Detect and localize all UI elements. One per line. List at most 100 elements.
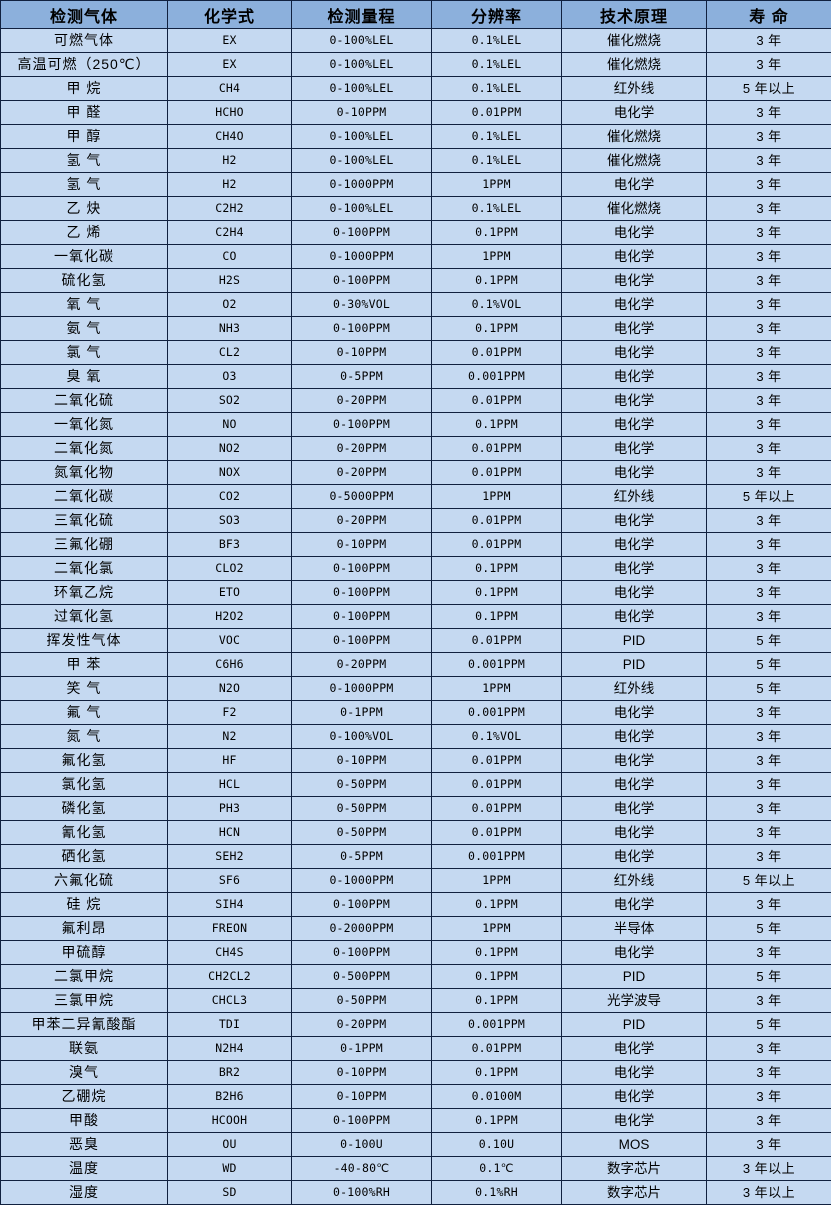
cell-technology: 电化学: [562, 221, 707, 245]
cell-gas: 过氧化氢: [1, 605, 168, 629]
cell-range: 0-100PPM: [292, 269, 432, 293]
cell-lifespan: 5 年: [707, 1013, 831, 1037]
cell-gas: 甲 烷: [1, 77, 168, 101]
cell-range: 0-100%LEL: [292, 53, 432, 77]
cell-range: 0-50PPM: [292, 773, 432, 797]
cell-lifespan: 3 年: [707, 1037, 831, 1061]
cell-gas: 氧 气: [1, 293, 168, 317]
cell-range: 0-1PPM: [292, 701, 432, 725]
cell-formula: NOX: [168, 461, 292, 485]
cell-range: 0-100PPM: [292, 317, 432, 341]
cell-range: 0-100%LEL: [292, 149, 432, 173]
cell-resolution: 0.0100M: [432, 1085, 562, 1109]
cell-resolution: 0.01PPM: [432, 533, 562, 557]
cell-range: 0-100PPM: [292, 605, 432, 629]
cell-lifespan: 3 年: [707, 797, 831, 821]
cell-formula: BR2: [168, 1061, 292, 1085]
cell-gas: 二氧化氯: [1, 557, 168, 581]
cell-technology: 电化学: [562, 461, 707, 485]
cell-resolution: 0.01PPM: [432, 461, 562, 485]
cell-gas: 甲 醛: [1, 101, 168, 125]
cell-resolution: 0.001PPM: [432, 365, 562, 389]
cell-gas: 一氧化氮: [1, 413, 168, 437]
cell-gas: 氢 气: [1, 149, 168, 173]
cell-formula: HCN: [168, 821, 292, 845]
cell-lifespan: 3 年: [707, 341, 831, 365]
cell-lifespan: 3 年: [707, 773, 831, 797]
cell-resolution: 0.1%VOL: [432, 725, 562, 749]
cell-resolution: 0.1%LEL: [432, 149, 562, 173]
cell-gas: 挥发性气体: [1, 629, 168, 653]
cell-resolution: 0.1%LEL: [432, 29, 562, 53]
cell-technology: 红外线: [562, 869, 707, 893]
cell-gas: 氨 气: [1, 317, 168, 341]
cell-gas: 乙硼烷: [1, 1085, 168, 1109]
cell-range: 0-20PPM: [292, 389, 432, 413]
cell-formula: B2H6: [168, 1085, 292, 1109]
cell-resolution: 0.10U: [432, 1133, 562, 1157]
cell-technology: 催化燃烧: [562, 197, 707, 221]
cell-lifespan: 3 年: [707, 1133, 831, 1157]
cell-formula: CH4S: [168, 941, 292, 965]
cell-lifespan: 5 年以上: [707, 485, 831, 509]
cell-range: 0-100U: [292, 1133, 432, 1157]
cell-range: 0-30%VOL: [292, 293, 432, 317]
table-header-row: 检测气体 化学式 检测量程 分辨率 技术原理 寿 命: [1, 1, 831, 29]
cell-technology: 催化燃烧: [562, 149, 707, 173]
cell-formula: TDI: [168, 1013, 292, 1037]
cell-gas: 高温可燃（250℃）: [1, 53, 168, 77]
cell-formula: FREON: [168, 917, 292, 941]
cell-technology: 红外线: [562, 77, 707, 101]
cell-formula: BF3: [168, 533, 292, 557]
cell-gas: 湿度: [1, 1181, 168, 1205]
cell-resolution: 0.1%RH: [432, 1181, 562, 1205]
cell-resolution: 0.001PPM: [432, 1013, 562, 1037]
cell-gas: 可燃气体: [1, 29, 168, 53]
cell-lifespan: 3 年: [707, 533, 831, 557]
column-header-resolution: 分辨率: [432, 1, 562, 29]
cell-lifespan: 3 年: [707, 149, 831, 173]
cell-technology: PID: [562, 1013, 707, 1037]
cell-formula: CO2: [168, 485, 292, 509]
cell-gas: 氯化氢: [1, 773, 168, 797]
cell-gas: 甲硫醇: [1, 941, 168, 965]
cell-range: 0-20PPM: [292, 509, 432, 533]
cell-gas: 氮 气: [1, 725, 168, 749]
cell-resolution: 0.001PPM: [432, 653, 562, 677]
cell-technology: 电化学: [562, 245, 707, 269]
cell-resolution: 0.01PPM: [432, 797, 562, 821]
cell-technology: 电化学: [562, 749, 707, 773]
cell-technology: 电化学: [562, 1109, 707, 1133]
cell-technology: 电化学: [562, 557, 707, 581]
cell-gas: 三氧化硫: [1, 509, 168, 533]
cell-gas: 氟化氢: [1, 749, 168, 773]
cell-range: 0-50PPM: [292, 821, 432, 845]
cell-gas: 甲 苯: [1, 653, 168, 677]
column-header-formula: 化学式: [168, 1, 292, 29]
cell-formula: O2: [168, 293, 292, 317]
cell-range: 0-100PPM: [292, 1109, 432, 1133]
cell-range: 0-100PPM: [292, 893, 432, 917]
